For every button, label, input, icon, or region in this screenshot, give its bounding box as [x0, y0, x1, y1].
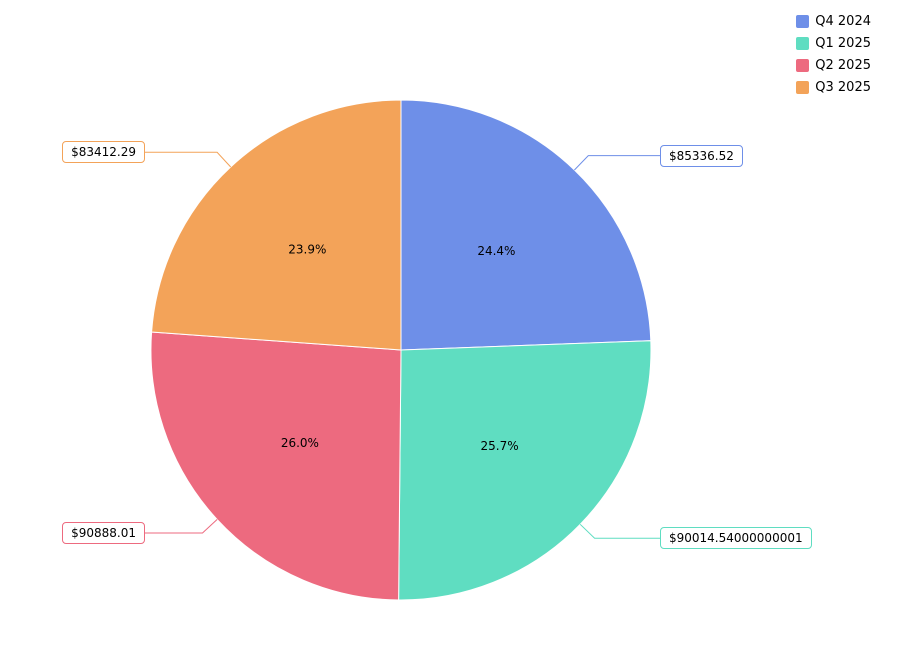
legend-item-q4-2024[interactable]: Q4 2024 — [796, 14, 871, 29]
percent-label-q4-2024: 24.4% — [477, 244, 515, 258]
label-leader-line-q4-2024 — [574, 155, 660, 171]
legend-item-q2-2025[interactable]: Q2 2025 — [796, 58, 871, 73]
percent-label-q2-2025: 26.0% — [281, 436, 319, 450]
value-callout-q2-2025: $90888.01 — [62, 522, 145, 544]
legend-swatch-icon — [796, 81, 810, 94]
chart-legend: Q4 2024 Q1 2025 Q2 2025 Q3 2025 — [796, 14, 871, 95]
pie-slice-q2-2025[interactable] — [150, 331, 402, 601]
legend-item-q1-2025[interactable]: Q1 2025 — [796, 36, 871, 51]
label-leader-line-q1-2025 — [579, 523, 660, 539]
legend-item-label: Q3 2025 — [815, 80, 871, 95]
pie-slice-q1-2025[interactable] — [398, 340, 652, 601]
label-leader-line-q3-2025 — [145, 151, 232, 168]
pie-slice-q4-2024[interactable] — [400, 99, 652, 351]
legend-swatch-icon — [796, 15, 810, 28]
value-callout-q3-2025: $83412.29 — [62, 141, 145, 163]
legend-item-q3-2025[interactable]: Q3 2025 — [796, 80, 871, 95]
value-callout-q1-2025: $90014.54000000001 — [660, 527, 812, 549]
legend-item-label: Q4 2024 — [815, 14, 871, 29]
legend-swatch-icon — [796, 37, 810, 50]
value-callout-q4-2024: $85336.52 — [660, 145, 743, 167]
percent-label-q1-2025: 25.7% — [481, 439, 519, 453]
legend-item-label: Q2 2025 — [815, 58, 871, 73]
legend-swatch-icon — [796, 59, 810, 72]
pie-slice-q3-2025[interactable] — [151, 99, 402, 351]
label-leader-line-q2-2025 — [145, 519, 218, 534]
percent-label-q3-2025: 23.9% — [288, 242, 326, 256]
legend-item-label: Q1 2025 — [815, 36, 871, 51]
